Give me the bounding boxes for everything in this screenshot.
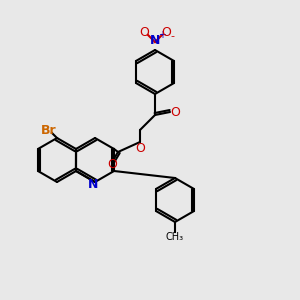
Text: +: + <box>158 30 166 40</box>
Text: -: - <box>170 31 174 41</box>
Text: O: O <box>135 142 145 154</box>
Text: O: O <box>161 26 171 38</box>
Text: N: N <box>150 34 160 46</box>
Text: O: O <box>107 158 117 172</box>
Text: O: O <box>170 106 180 118</box>
Text: Br: Br <box>41 124 57 136</box>
Text: N: N <box>88 178 98 191</box>
Text: CH₃: CH₃ <box>166 232 184 242</box>
Text: O: O <box>139 26 149 38</box>
